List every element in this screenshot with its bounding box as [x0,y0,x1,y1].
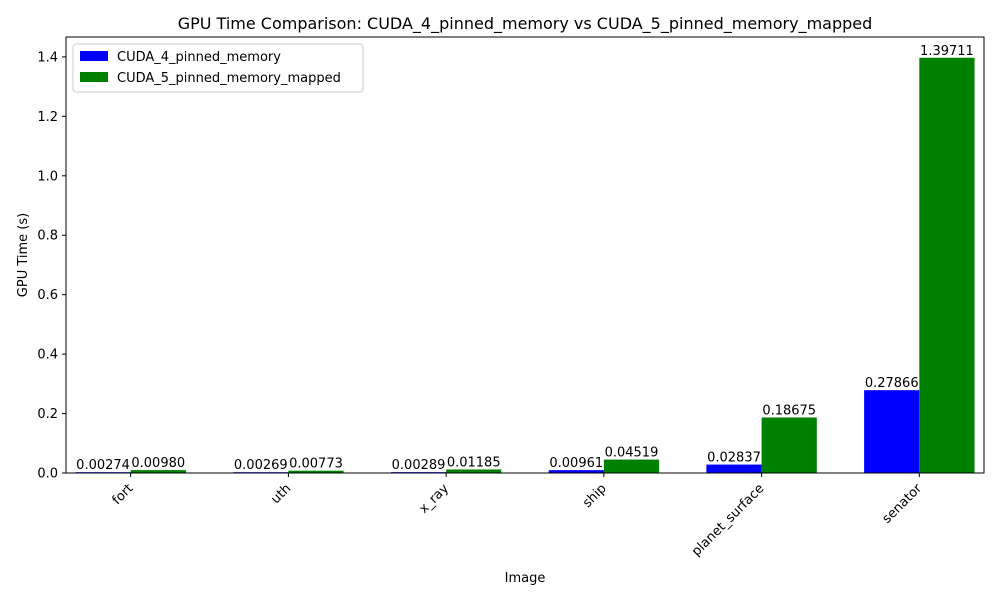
data-label-senator-s0: 0.27866 [865,376,919,391]
plot-frame [65,36,985,474]
y-tick-label: 1.0 [37,169,58,184]
legend-label-s0: CUDA_4_pinned_memory [117,50,281,65]
bar-uth-s1 [288,470,344,473]
bar-fort-s1 [130,470,186,473]
chart-title: GPU Time Comparison: CUDA_4_pinned_memor… [178,14,873,34]
y-tick-label: 0.4 [37,348,58,363]
y-tick-label: 0.2 [37,407,58,422]
x-tick-label: x_ray [416,481,452,517]
data-label-x_ray-s1: 0.01185 [447,455,501,470]
x-tick-label: ship [580,481,610,511]
data-label-x_ray-s0: 0.00289 [392,458,446,473]
x-tick-label: senator [880,481,926,527]
bar-ship-s1 [603,459,660,473]
bar-x_ray-s1 [446,469,502,473]
legend-box [72,43,364,93]
y-tick-label: 1.4 [37,50,58,65]
legend-swatch-s0 [80,51,108,61]
bar-ship-s0 [548,470,604,473]
data-label-uth-s1: 0.00773 [289,457,343,472]
bar-planet_surface-s1 [761,417,817,473]
bars-layer [75,57,975,474]
x-tick-label: uth [268,481,294,507]
x-axis-label: Image [505,571,546,586]
data-label-uth-s0: 0.00269 [234,458,288,473]
bar-senator-s0 [864,390,920,473]
legend-label-s1: CUDA_5_pinned_memory_mapped [117,71,341,86]
bar-senator-s1 [919,57,975,474]
y-axis-label: GPU Time (s) [16,213,31,297]
legend-swatch-s1 [80,72,108,82]
bar-planet_surface-s0 [706,464,762,473]
data-labels-layer: 0.00274 0.00980 0.00269 0.00773 0.00289 0.011… [76,44,974,473]
y-axis: 0.0 0.2 0.4 0.6 0.8 1.0 1.2 1.4 [37,50,66,482]
y-tick-label: 1.2 [37,110,58,125]
legend: CUDA_4_pinned_memory CUDA_5_pinned_memory… [72,43,364,93]
data-label-planet_surface-s0: 0.02837 [707,451,761,466]
x-tick-label: planet_surface [689,481,767,559]
y-tick-label: 0.8 [37,229,58,244]
y-tick-label: 0.6 [37,288,58,303]
x-axis: fort uth x_ray ship planet_surface senator [110,473,926,560]
data-label-planet_surface-s1: 0.18675 [762,403,816,418]
data-label-senator-s1: 1.39711 [920,44,974,59]
y-tick-label: 0.0 [37,467,58,482]
data-label-ship-s1: 0.04519 [605,446,659,461]
data-label-ship-s0: 0.00961 [549,456,603,471]
data-label-fort-s0: 0.00274 [76,458,130,473]
data-label-fort-s1: 0.00980 [131,456,185,471]
x-tick-label: fort [110,481,137,508]
